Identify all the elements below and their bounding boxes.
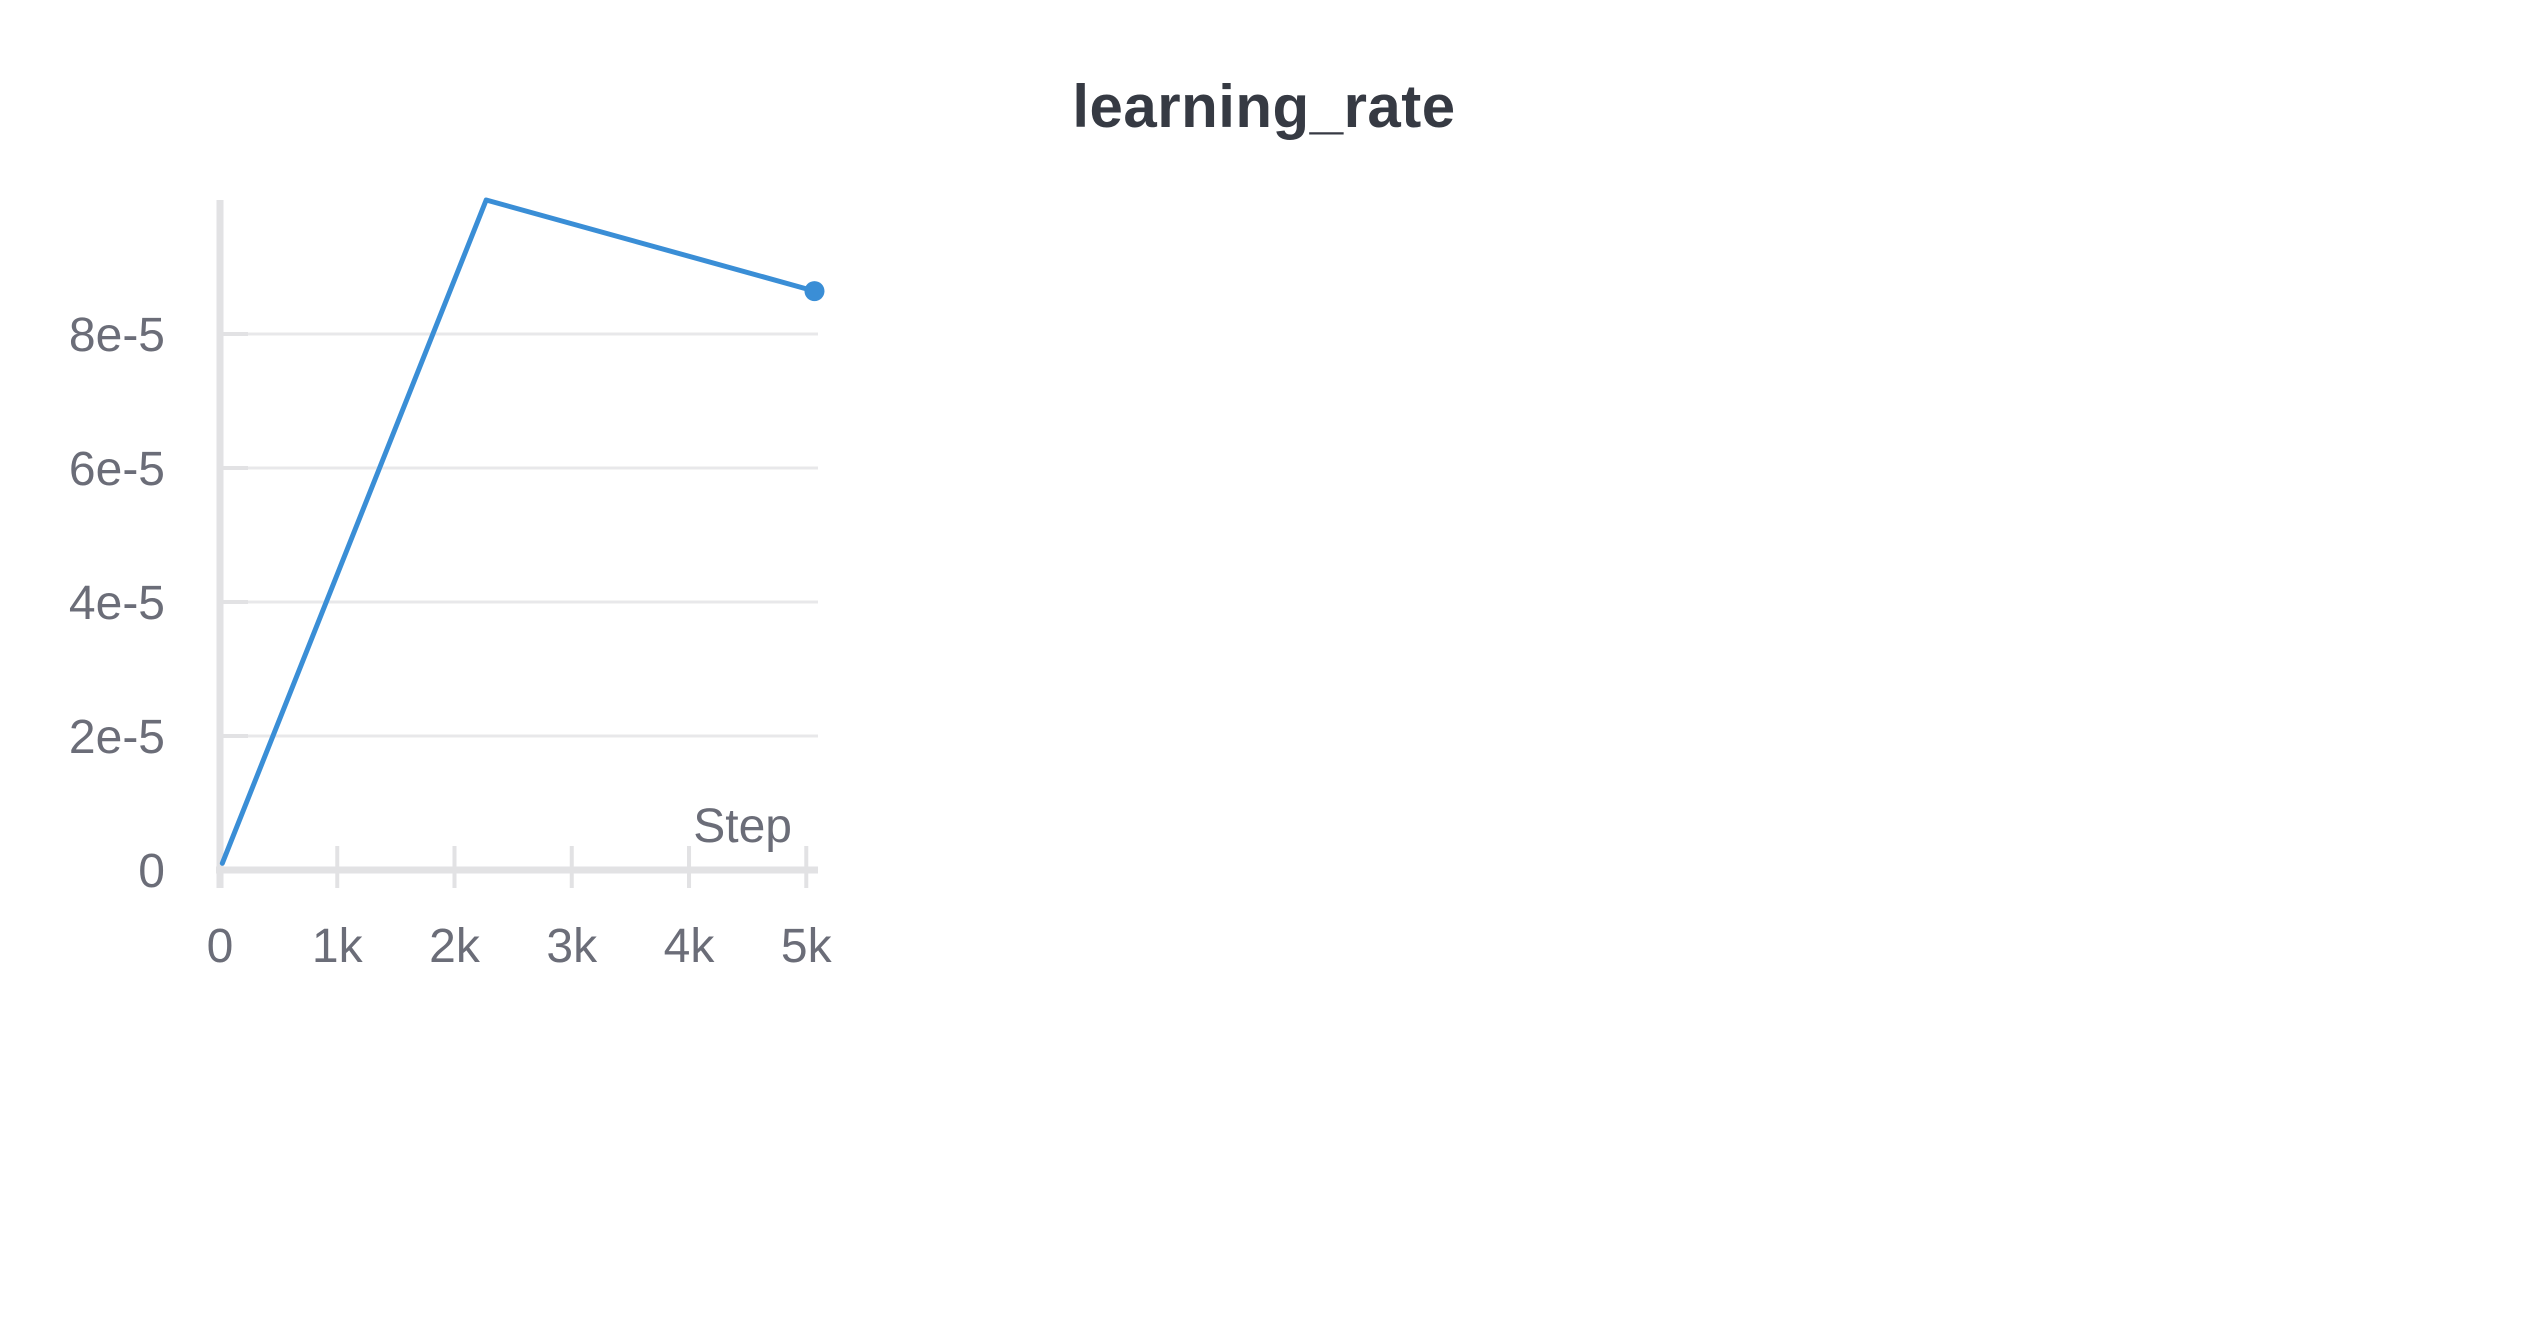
axes (216, 200, 818, 888)
x-tick-label: 0 (207, 920, 234, 973)
y-tick-label: 8e-5 (69, 309, 165, 362)
chart-title: learning_rate (1072, 73, 1456, 140)
grid-lines (220, 332, 818, 738)
x-tick-label: 4k (664, 920, 716, 973)
x-axis-title: Step (693, 800, 792, 853)
x-tick-label: 3k (546, 920, 598, 973)
y-tick-label: 4e-5 (69, 577, 165, 630)
series-line (219, 197, 817, 866)
x-tick-label: 2k (429, 920, 481, 973)
x-tick-label: 5k (781, 920, 833, 973)
series-end-point (804, 281, 825, 302)
y-tick-label: 0 (138, 845, 165, 898)
x-tick-label: 1k (312, 920, 364, 973)
series-layer (219, 197, 825, 866)
y-tick-label: 2e-5 (69, 711, 165, 764)
y-tick-label: 6e-5 (69, 443, 165, 496)
tick-labels: 0 2e-5 4e-5 6e-5 8e-5 0 1k 2k 3k 4k 5k (69, 309, 833, 973)
